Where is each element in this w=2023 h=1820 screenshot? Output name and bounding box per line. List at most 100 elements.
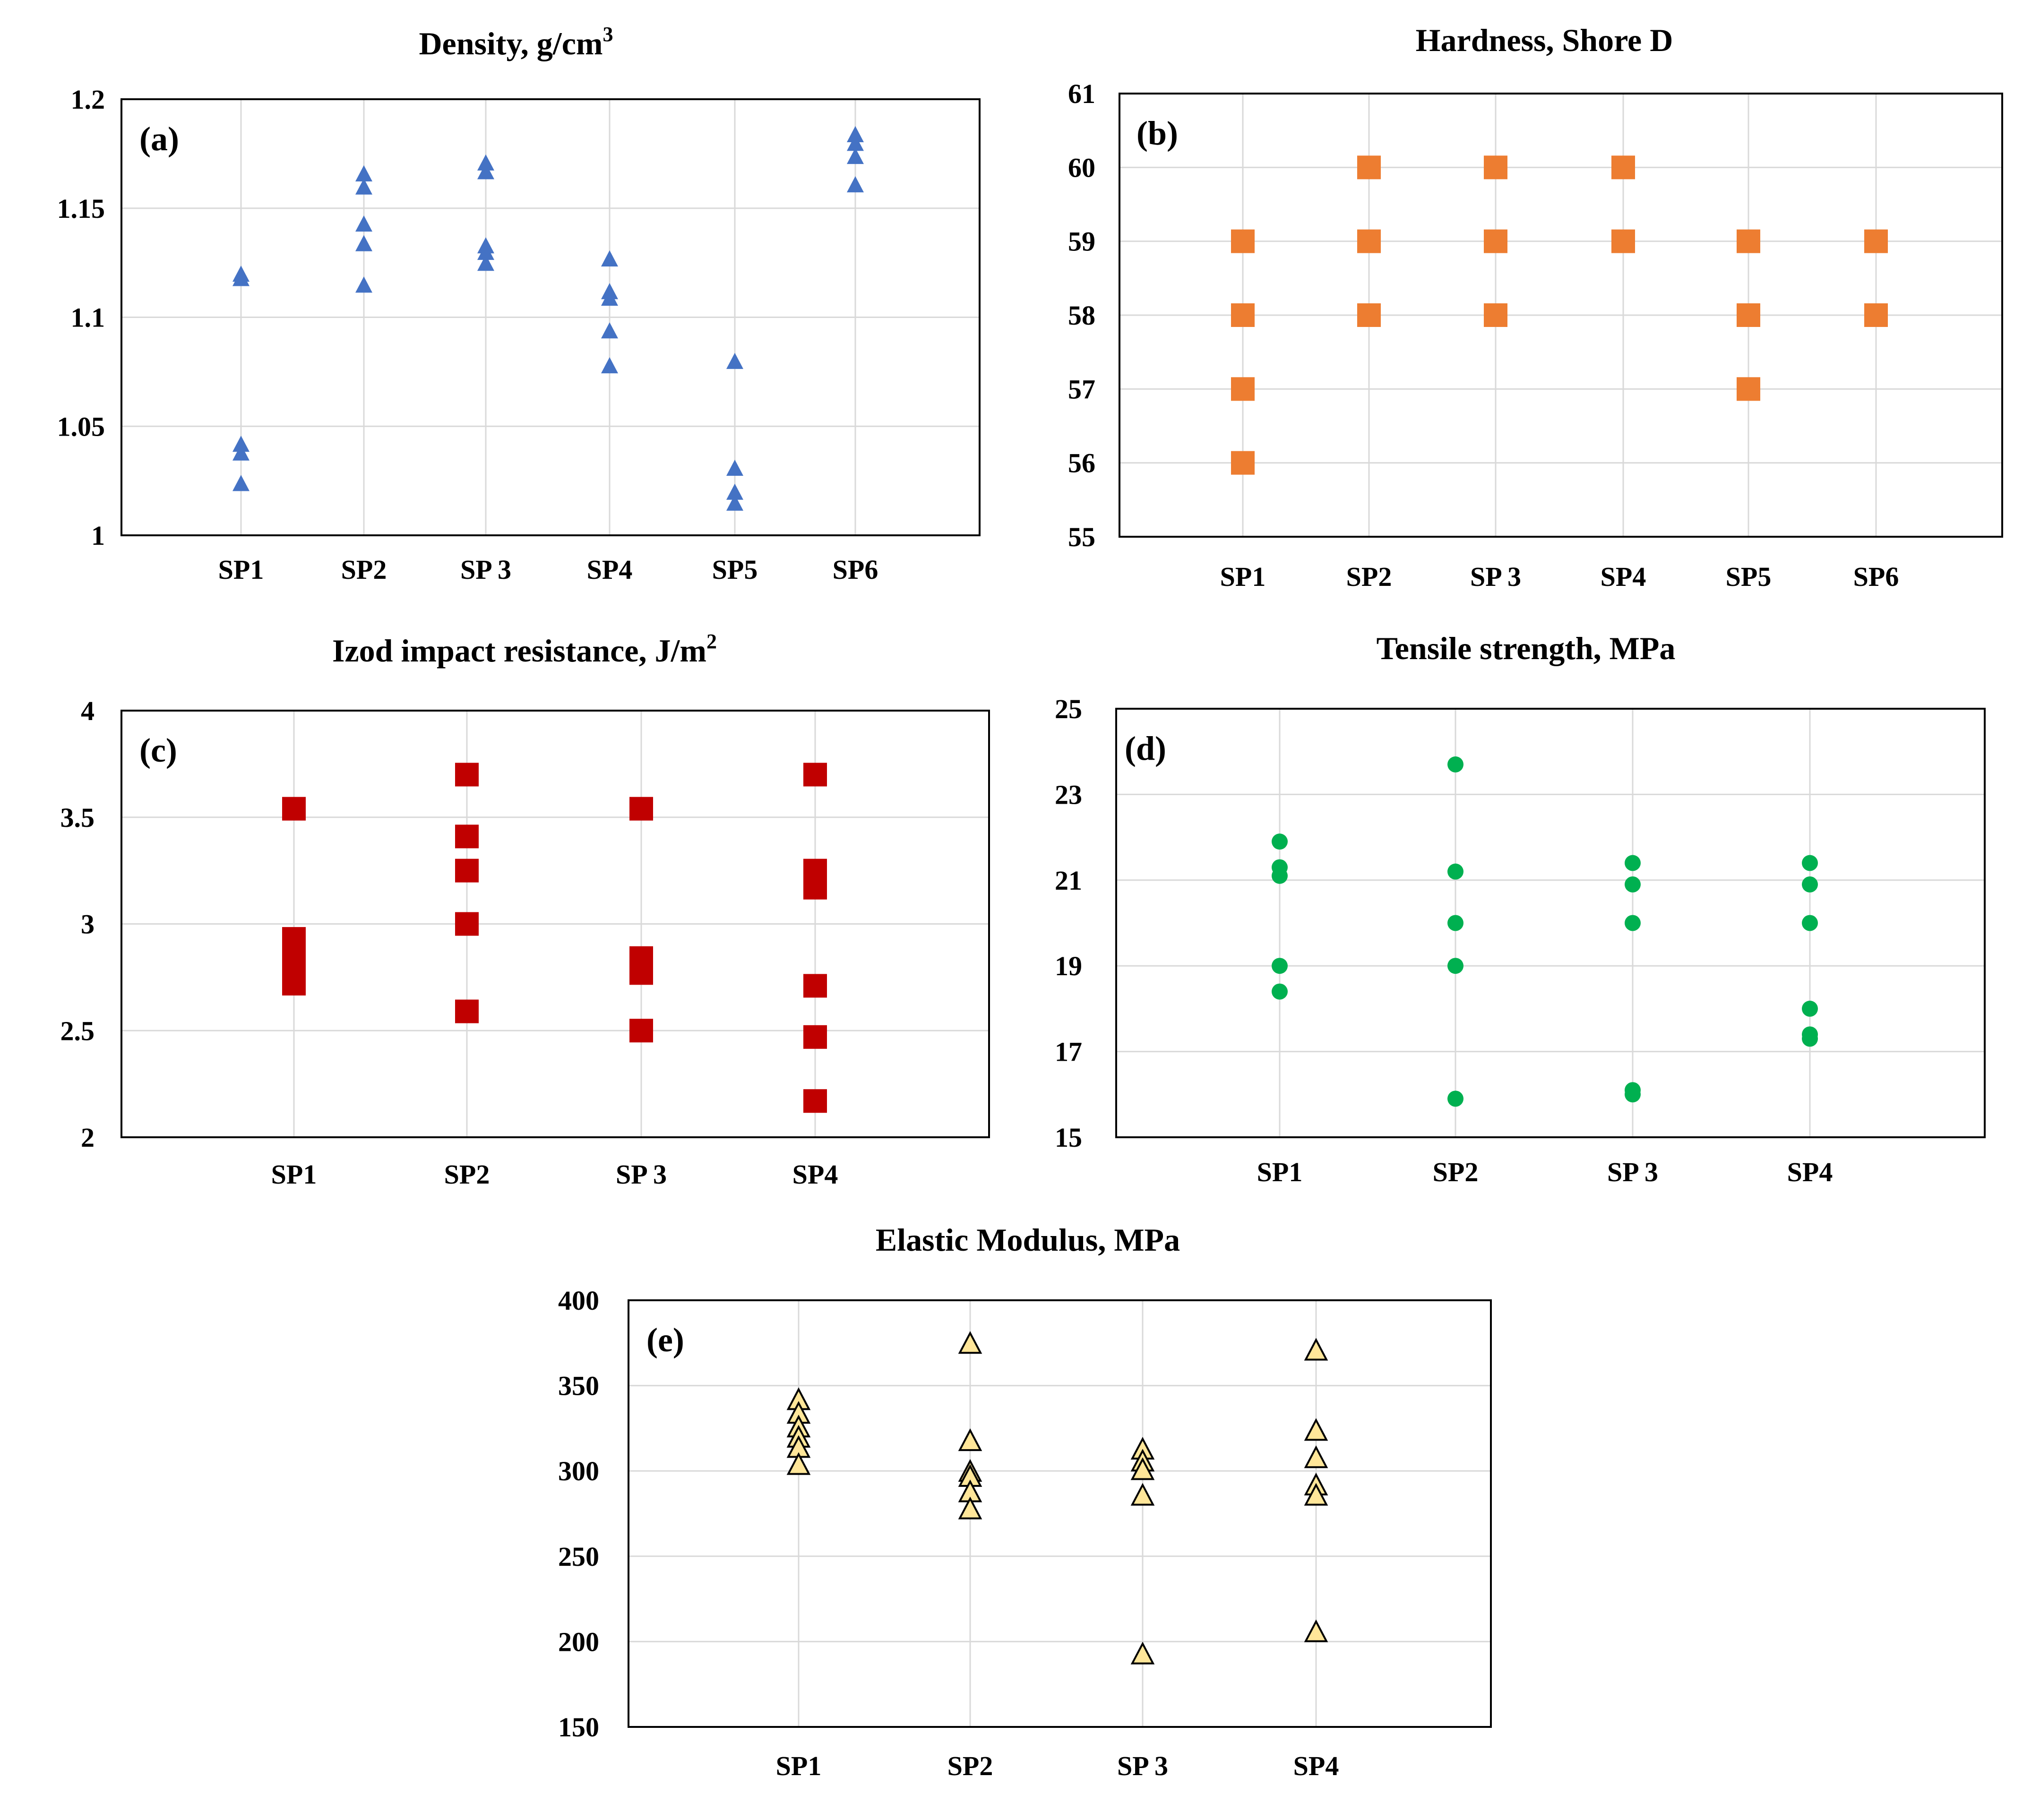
data-point [847, 147, 864, 164]
chart-title-hardness: Hardness, Shore D [1416, 22, 1673, 58]
chart-title-izod-impact: Izod impact resistance, J/m2 [332, 630, 717, 669]
plot-area-frame-izod-impact [121, 710, 990, 1138]
data-point [958, 1331, 982, 1354]
x-tick-label: SP4 [1787, 1157, 1833, 1187]
y-tick-label: 60 [1068, 152, 1095, 183]
data-point [232, 436, 250, 452]
data-point [1625, 876, 1641, 893]
x-tick-label: SP1 [271, 1159, 317, 1190]
panel-label-c: (c) [139, 731, 177, 769]
data-point [1130, 1457, 1155, 1480]
data-point [847, 126, 864, 142]
data-point [847, 135, 864, 151]
y-tick-label: 250 [558, 1541, 599, 1572]
y-tick-label: 55 [1068, 522, 1095, 552]
plot-area-frame-tensile-strength [1115, 708, 1986, 1138]
y-tick-label: 3 [81, 909, 95, 940]
y-tick-label: 300 [558, 1456, 599, 1486]
y-tick-label: 61 [1068, 78, 1095, 109]
gridlines-tensile-strength [1116, 709, 1985, 1137]
y-tick-label: 25 [1055, 694, 1082, 724]
data-point [629, 1019, 653, 1043]
data-point [1447, 958, 1463, 974]
x-tick-label: SP6 [833, 554, 878, 585]
x-tick-label: SP2 [444, 1159, 490, 1190]
chart-title-density: Density, g/cm3 [419, 23, 613, 61]
data-point [726, 483, 743, 500]
data-point [1304, 1619, 1328, 1642]
data-point [355, 235, 372, 251]
data-point [1357, 155, 1381, 180]
data-point [601, 357, 618, 374]
x-tick-label: SP2 [341, 554, 387, 585]
data-point [803, 876, 827, 900]
y-tick-label: 1.15 [57, 193, 105, 224]
data-point [455, 858, 479, 883]
data-point [847, 176, 864, 193]
data-points-tensile-strength [1272, 756, 1818, 1107]
y-tick-label: 15 [1055, 1122, 1082, 1153]
chart-title-tensile-strength: Tensile strength, MPa [1377, 630, 1676, 666]
data-point [803, 974, 827, 998]
data-point [1130, 1641, 1155, 1665]
data-point [1802, 915, 1818, 931]
data-point [232, 475, 250, 491]
y-tick-label: 58 [1068, 300, 1095, 331]
y-tick-labels-elastic-modulus: 150 200 250 300 350 400 [558, 1285, 599, 1743]
data-point [355, 178, 372, 195]
data-point [355, 215, 372, 232]
data-point [1625, 1086, 1641, 1103]
y-tick-label: 21 [1055, 865, 1082, 896]
data-point [786, 1452, 811, 1475]
data-point [1611, 155, 1635, 180]
data-point [1737, 303, 1760, 327]
x-tick-label: SP 3 [460, 554, 511, 585]
x-tick-label: SP5 [712, 554, 758, 585]
data-point [1802, 876, 1818, 893]
x-tick-label: SP 3 [1117, 1751, 1168, 1781]
data-point [1484, 303, 1507, 327]
gridlines-density [121, 99, 980, 535]
x-tick-label: SP2 [1346, 561, 1392, 592]
x-tick-label: SP2 [947, 1751, 993, 1781]
chart-panel-izod-impact: Izod impact resistance, J/m2 2 2.5 3 3.5 4 S… [60, 630, 990, 1190]
y-tick-label: 2 [81, 1122, 95, 1153]
y-tick-label: 1.1 [71, 302, 105, 333]
y-tick-label: 1.05 [57, 411, 105, 442]
chart-panel-elastic-modulus: Elastic Modulus, MPa 150200250300350400 … [558, 1222, 1492, 1781]
gridlines-elastic-modulus [628, 1300, 1491, 1727]
data-point [726, 459, 743, 476]
data-point [282, 971, 306, 996]
y-tick-label: 59 [1068, 226, 1095, 257]
y-tick-label: 56 [1068, 448, 1095, 479]
data-point [355, 165, 372, 182]
x-tick-label: SP 3 [1607, 1157, 1658, 1187]
x-tick-labels-density: SP1 SP2 SP 3 SP4 SP5 SP6 [218, 554, 878, 585]
data-point [726, 494, 743, 511]
data-point [1304, 1483, 1328, 1506]
x-tick-label: SP1 [1220, 561, 1266, 592]
y-tick-label: 23 [1055, 779, 1082, 810]
data-point [1272, 867, 1288, 884]
data-point [1447, 756, 1463, 773]
y-tick-label: 4 [81, 695, 95, 726]
chart-panel-density: Density, g/cm3 1 1.05 1.1 1.15 1.2 SP1 SP2 SP … [57, 23, 981, 585]
data-point [1802, 1000, 1818, 1017]
x-tick-label: SP1 [776, 1751, 822, 1781]
x-tick-label: SP 3 [1470, 561, 1521, 592]
x-tick-label: SP1 [1257, 1157, 1303, 1187]
data-point [1304, 1445, 1328, 1468]
data-point [1304, 1338, 1328, 1361]
y-tick-label: 400 [558, 1285, 599, 1316]
data-point [1272, 958, 1288, 974]
y-tick-label: 2.5 [60, 1015, 95, 1046]
x-tick-labels-elastic-modulus: SP1 SP2 SP 3 SP4 [776, 1751, 1339, 1781]
data-point [455, 912, 479, 936]
data-point [958, 1428, 982, 1451]
data-point [803, 763, 827, 787]
data-point [1737, 229, 1760, 253]
y-tick-label: 1.2 [71, 84, 105, 115]
data-point [455, 824, 479, 849]
